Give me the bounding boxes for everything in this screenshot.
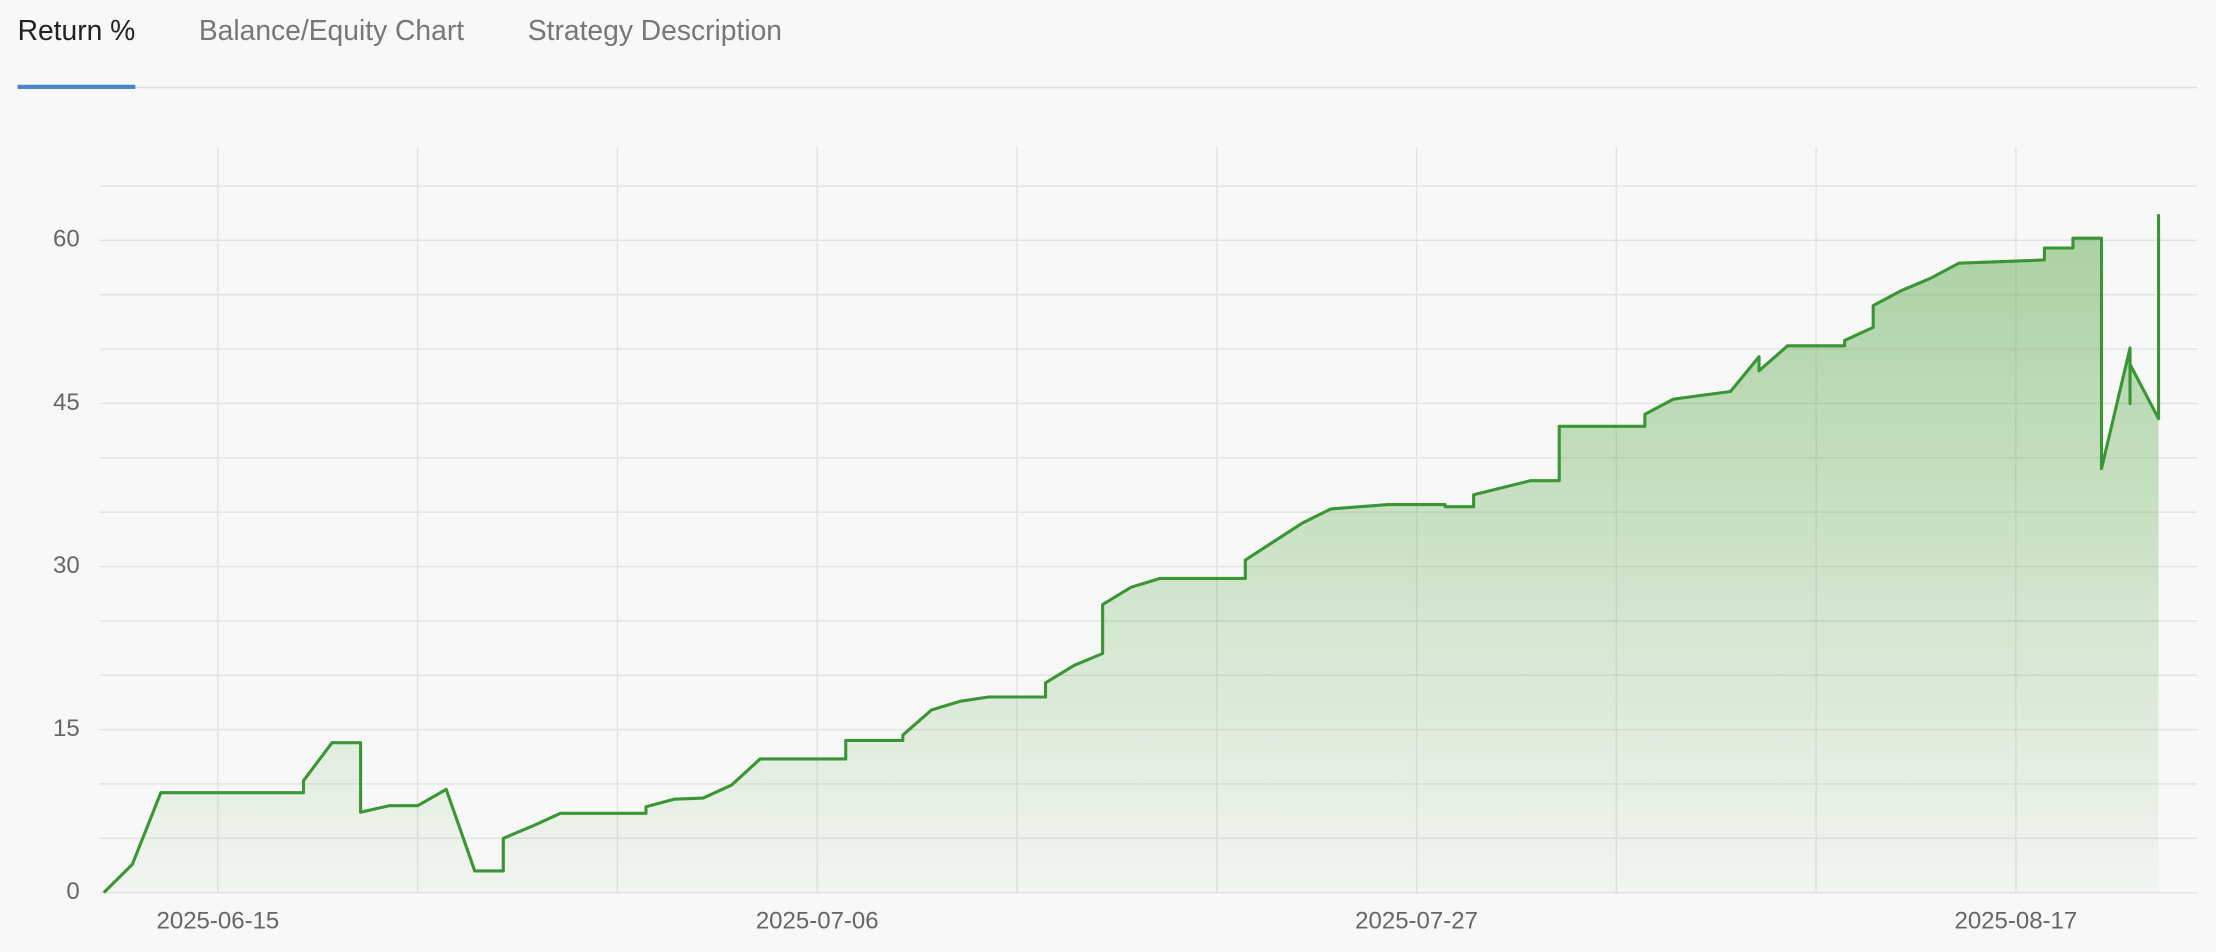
line <box>102 213 2161 894</box>
tab[interactable]: Strategy Description <box>528 14 782 46</box>
y-tick-label: 60 <box>53 226 80 253</box>
y-tick-label: 45 <box>53 389 80 416</box>
active-tab-indicator <box>17 84 136 89</box>
y-tick-label: 0 <box>66 878 79 905</box>
tab[interactable]: Return % <box>18 14 136 46</box>
plot <box>102 213 2161 894</box>
area-fill <box>103 215 2159 893</box>
x-tick-label: 2025-07-27 <box>1355 908 1478 935</box>
y-tick-label: 30 <box>53 552 80 579</box>
x-tick-label: 2025-08-17 <box>1955 908 2078 935</box>
tab[interactable]: Balance/Equity Chart <box>199 14 464 46</box>
y-tick-label: 15 <box>53 715 80 742</box>
x-tick-label: 2025-06-15 <box>157 908 280 935</box>
x-tick-label: 2025-07-06 <box>756 908 879 935</box>
tab-bar: Return % Balance/Equity Chart Strategy Des… <box>17 14 782 89</box>
axes: 0 15 30 45 60 2025-06-15 2025-07-06 2025-07-27 2… <box>53 226 2077 935</box>
